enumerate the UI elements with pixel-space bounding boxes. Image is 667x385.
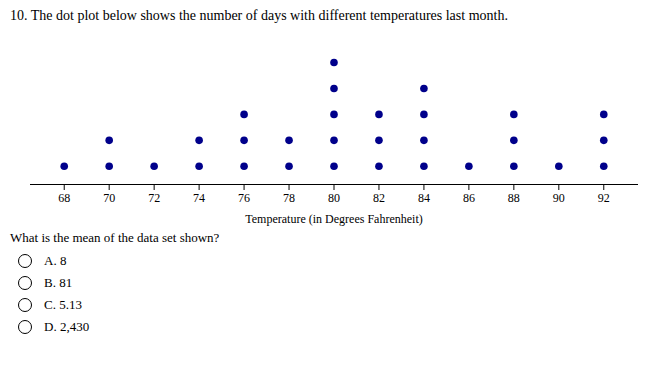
svg-text:72: 72 [148,191,160,205]
html-text:A. 8: A. 8 [44,253,67,268]
svg-text:92: 92 [598,191,610,205]
html-text:C. 5.13: C. 5.13 [44,297,82,312]
svg-text:74: 74 [193,191,205,205]
svg-text:88: 88 [508,191,520,205]
svg-text:86: 86 [463,191,475,205]
html-text:D. 2,430: D. 2,430 [44,319,90,334]
html-text:What is the mean of the data s: What is the mean of the data set shown? [10,230,220,245]
svg-text:90: 90 [553,191,565,205]
svg-text:84: 84 [418,191,430,205]
svg-text:Temperature (in Degrees Fahren: Temperature (in Degrees Fahrenheit) [245,212,422,226]
html-text:B. 81: B. 81 [44,275,73,290]
svg-text:70: 70 [103,191,115,205]
svg-text:78: 78 [283,191,295,205]
svg-text:68: 68 [58,191,70,205]
html-text:10. The dot plot below shows t: 10. The dot plot below shows the number … [10,8,508,23]
svg-text:76: 76 [238,191,250,205]
svg-text:82: 82 [373,191,385,205]
svg-text:80: 80 [328,191,340,205]
